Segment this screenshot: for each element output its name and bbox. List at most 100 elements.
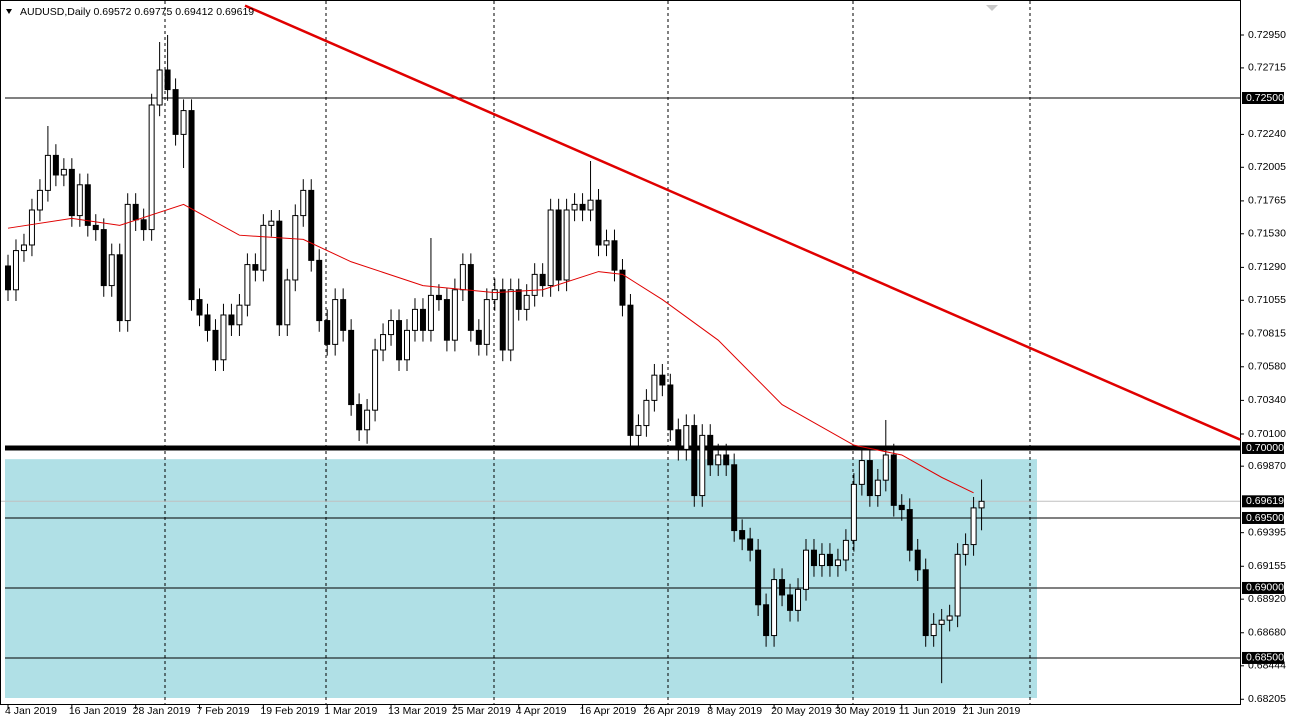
candle-body	[874, 479, 881, 497]
candle-body	[483, 299, 490, 345]
y-tick-label: 0.69395	[1248, 526, 1286, 538]
x-tick-label: 7 Feb 2019	[197, 705, 250, 717]
y-tick-label: 0.68205	[1248, 693, 1286, 705]
candle-body	[364, 409, 371, 431]
candle-body	[539, 273, 546, 287]
candle-body	[842, 539, 849, 561]
candle-body	[172, 89, 179, 135]
candle-body	[108, 254, 115, 287]
candle-body	[882, 454, 889, 481]
candle-body	[890, 454, 897, 506]
candle-body	[515, 289, 522, 310]
candle-body	[635, 425, 642, 436]
candle-body	[954, 553, 961, 617]
candle-body	[858, 460, 865, 485]
candle-body	[651, 374, 658, 401]
price-level-tag	[1242, 651, 1284, 664]
candle-body	[380, 334, 387, 351]
x-tick-label: 8 May 2019	[707, 705, 762, 717]
candle-body	[850, 483, 857, 541]
price-level-label: 0.70000	[1246, 442, 1284, 454]
x-tick-label: 19 Feb 2019	[260, 705, 319, 717]
candle-body	[587, 199, 594, 211]
symbol: AUDUSD,Daily	[20, 6, 91, 18]
candle-body	[579, 203, 586, 211]
candle-body	[866, 460, 873, 497]
candle-body	[747, 538, 754, 551]
candle-body	[930, 623, 937, 637]
candle-body	[212, 329, 219, 361]
candle-body	[810, 549, 817, 567]
candle-body	[12, 250, 19, 291]
candle-body	[180, 110, 187, 135]
candle-body	[132, 203, 139, 221]
moving-average	[7, 203, 974, 494]
candle-body	[411, 308, 418, 331]
candle-body	[388, 320, 395, 336]
candle-body	[419, 308, 426, 331]
axes-layer: 0.72950 0.72715 0.72240 0.72005 0.71765 0.715…	[5, 29, 1286, 717]
candle-body	[627, 304, 634, 436]
candle-body	[691, 425, 698, 497]
candle-body	[140, 219, 147, 231]
candle-body	[44, 154, 51, 191]
x-tick-label: 30 May 2019	[835, 705, 896, 717]
candle-body	[779, 579, 786, 596]
price-level-tag	[1242, 441, 1284, 454]
y-tick-label: 0.71290	[1248, 261, 1286, 273]
candle-body	[763, 604, 770, 637]
candle-body	[68, 168, 75, 217]
menu-arrow[interactable]	[6, 9, 12, 14]
x-tick-label: 11 Jun 2019	[899, 705, 956, 717]
candle-body	[60, 168, 67, 176]
price-level-label: 0.69500	[1246, 512, 1284, 524]
candle-body	[922, 569, 929, 637]
x-tick-label: 28 Jan 2019	[133, 705, 191, 717]
price-level-label: 0.69000	[1246, 582, 1284, 594]
candle-body	[228, 314, 235, 326]
y-tick-label: 0.69870	[1248, 460, 1286, 472]
candle-body	[723, 454, 730, 466]
candle-body	[396, 320, 403, 361]
candle-body	[252, 264, 259, 271]
y-tick-label: 0.68680	[1248, 627, 1286, 639]
candle-body	[372, 349, 379, 411]
candle-body	[268, 220, 275, 226]
price-level-tag	[1242, 581, 1284, 594]
marks-layer	[1, 4, 1241, 684]
candle-body	[148, 104, 155, 231]
candle-body	[739, 530, 746, 540]
candle-body	[20, 244, 27, 252]
candle-body	[284, 279, 291, 326]
candle-body	[348, 329, 355, 406]
candle-body	[467, 264, 474, 331]
candle-body	[260, 224, 267, 271]
candle-body	[946, 615, 953, 621]
candle-body	[555, 209, 562, 281]
y-tick-label: 0.72950	[1248, 29, 1286, 41]
candle-body	[818, 553, 825, 567]
candle-body	[611, 240, 618, 271]
candle-body	[771, 579, 778, 637]
y-tick-label: 0.70100	[1248, 428, 1286, 440]
candle-body	[970, 507, 977, 546]
candle-body	[84, 184, 91, 226]
candle-body	[244, 264, 251, 306]
x-tick-label: 21 Jun 2019	[963, 705, 1021, 717]
candle-body	[292, 215, 299, 281]
candle-body	[36, 189, 43, 211]
candle-body	[571, 203, 578, 211]
candle-body	[962, 544, 969, 555]
candle-body	[787, 594, 794, 611]
candle-body	[5, 265, 11, 291]
y-tick-label: 0.69155	[1248, 560, 1286, 572]
candle-body	[523, 294, 530, 310]
x-tick-label: 26 Apr 2019	[643, 705, 700, 717]
x-tick-label: 16 Apr 2019	[580, 705, 637, 717]
x-tick-label: 16 Jan 2019	[69, 705, 127, 717]
candle-body	[28, 209, 35, 246]
candle-body	[619, 269, 626, 306]
candle-body	[220, 314, 227, 361]
candle-body	[715, 454, 722, 466]
candle-body	[116, 254, 123, 322]
